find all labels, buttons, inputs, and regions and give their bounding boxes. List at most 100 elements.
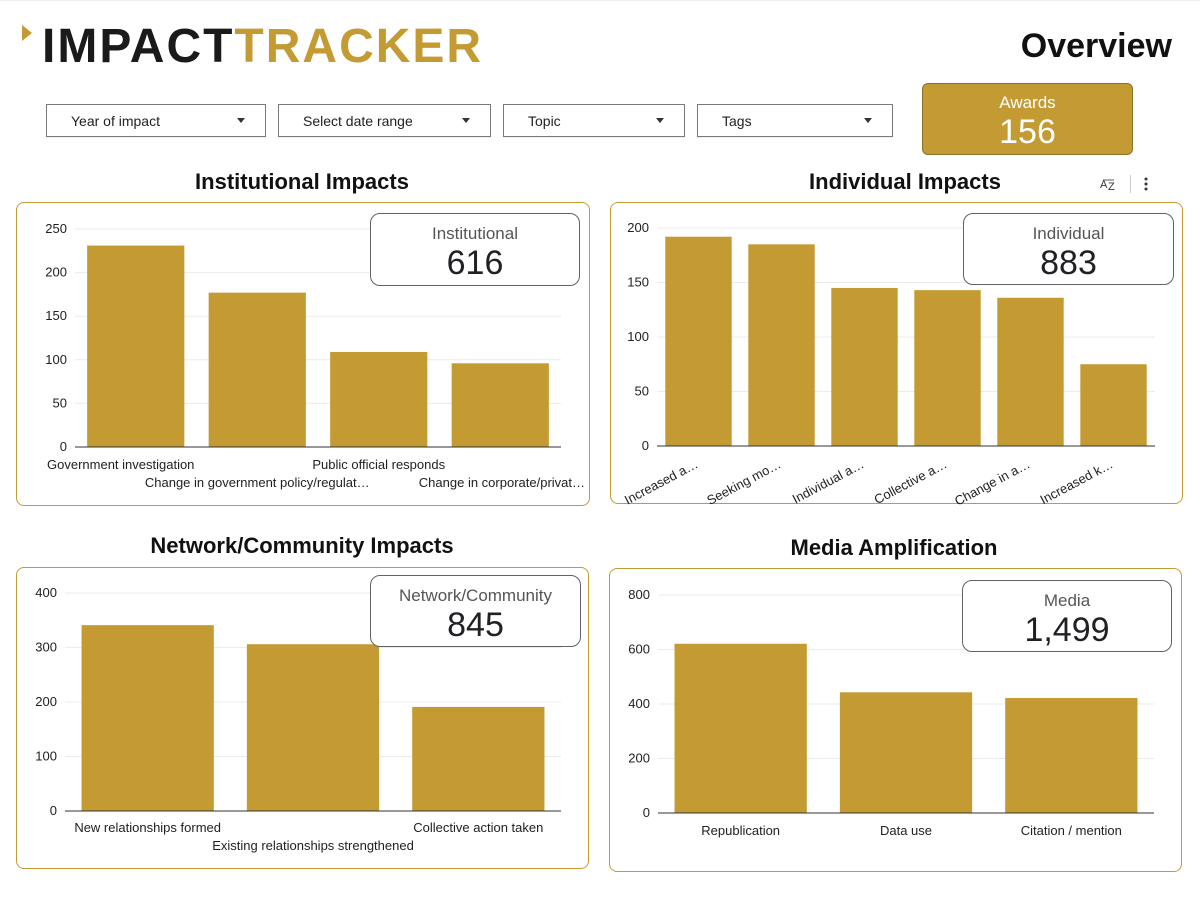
- bar-institutional-2[interactable]: [330, 351, 428, 447]
- kpi-value: 1,499: [1024, 611, 1110, 649]
- filter-label: Topic: [528, 112, 561, 129]
- y-tick-label: 0: [643, 805, 650, 820]
- media-bar-chart: 0 200 400 600 800 Republication Data use Citati…: [628, 587, 1154, 838]
- y-tick-label: 400: [35, 585, 57, 600]
- x-category-label: Public official responds: [312, 457, 445, 472]
- y-tick-label: 300: [35, 640, 57, 655]
- y-tick-label: 100: [627, 329, 649, 344]
- dropdown-caret-icon: [864, 118, 872, 123]
- page-title: Overview: [1020, 27, 1172, 65]
- filter-year-of-impact[interactable]: Year of impact: [46, 104, 266, 137]
- individual-chart-panel: 0 50 100 150 200 Increased a… Seeking mo… Indiv…: [610, 202, 1183, 505]
- media-title: Media Amplification: [790, 535, 998, 560]
- y-tick-label: 200: [45, 265, 67, 280]
- individual-scorecard: Individual 883: [963, 213, 1174, 285]
- bar-media-2[interactable]: [1005, 698, 1138, 813]
- network-title: Network/Community Impacts: [150, 533, 454, 558]
- kpi-value: 845: [447, 606, 504, 644]
- y-tick-label: 50: [635, 384, 649, 399]
- y-tick-label: 400: [628, 696, 650, 711]
- bar-media-0[interactable]: [674, 643, 807, 813]
- logo-part1: IMPACT: [42, 20, 235, 73]
- x-category-label: Increased k…: [1038, 456, 1116, 505]
- x-category-label: Collective a…: [872, 456, 950, 505]
- bar-individual-4[interactable]: [997, 297, 1064, 446]
- logo-part2: TRACKER: [234, 20, 484, 73]
- more-vert-icon[interactable]: [1143, 176, 1149, 192]
- y-tick-label: 200: [35, 694, 57, 709]
- bar-network-0[interactable]: [81, 625, 214, 811]
- svg-text:A: A: [1100, 179, 1108, 191]
- institutional-chart-panel: 0 50 100 150 200 250 Government investigation C…: [16, 202, 590, 506]
- filter-label: Tags: [722, 112, 752, 129]
- bar-institutional-1[interactable]: [208, 292, 306, 447]
- x-category-label: New relationships formed: [74, 820, 221, 835]
- filter-topic[interactable]: Topic: [503, 104, 685, 137]
- network-chart-panel: 0 100 200 300 400 New relationships formed Exi…: [16, 567, 589, 869]
- bar-institutional-0[interactable]: [87, 245, 185, 447]
- bar-individual-1[interactable]: [748, 244, 815, 446]
- y-tick-label: 600: [628, 642, 650, 657]
- individual-title: Individual Impacts: [809, 169, 1001, 194]
- x-category-label: Seeking mo…: [704, 456, 783, 505]
- network-scorecard: Network/Community 845: [370, 575, 581, 647]
- filter-label: Year of impact: [71, 112, 160, 129]
- x-category-label: Republication: [701, 823, 780, 838]
- y-tick-label: 150: [45, 308, 67, 323]
- bar-individual-0[interactable]: [665, 236, 732, 446]
- y-tick-label: 50: [53, 395, 67, 410]
- dropdown-caret-icon: [462, 118, 470, 123]
- awards-scorecard: Awards 156: [922, 83, 1133, 155]
- x-category-label: Change in government policy/regulat…: [145, 475, 370, 490]
- kpi-label: Institutional: [432, 224, 518, 243]
- sort-az-icon[interactable]: A Z: [1100, 176, 1118, 192]
- awards-value: 156: [999, 113, 1056, 151]
- y-tick-label: 0: [60, 439, 67, 454]
- y-tick-label: 200: [627, 220, 649, 235]
- x-category-label: Change in corporate/privat…: [419, 475, 585, 490]
- kpi-value: 616: [446, 244, 504, 282]
- y-tick-label: 150: [627, 275, 649, 290]
- x-category-label: Government investigation: [47, 457, 194, 472]
- bar-media-1[interactable]: [839, 692, 973, 813]
- y-tick-label: 800: [628, 587, 650, 602]
- x-category-label: Change in a…: [952, 456, 1032, 505]
- dropdown-caret-icon: [656, 118, 664, 123]
- bar-individual-2[interactable]: [831, 287, 898, 446]
- awards-label: Awards: [999, 93, 1056, 112]
- kpi-label: Individual: [1032, 224, 1105, 243]
- toolbar-divider: [1130, 175, 1131, 193]
- svg-text:Z: Z: [1108, 181, 1115, 192]
- y-tick-label: 250: [45, 221, 67, 236]
- filter-date-range[interactable]: Select date range: [278, 104, 491, 137]
- y-tick-label: 0: [50, 803, 57, 818]
- kpi-label: Network/Community: [398, 586, 553, 605]
- x-category-label: Collective action taken: [413, 820, 543, 835]
- filter-label: Select date range: [303, 112, 413, 129]
- x-category-label: Citation / mention: [1021, 823, 1122, 838]
- institutional-title: Institutional Impacts: [195, 169, 409, 194]
- bar-network-2[interactable]: [412, 706, 545, 811]
- media-chart-panel: 0 200 400 600 800 Republication Data use Citati…: [609, 568, 1182, 872]
- institutional-scorecard: Institutional 616: [370, 213, 580, 286]
- institutional-bar-chart: 0 50 100 150 200 250 Government investigation C…: [45, 221, 585, 490]
- kpi-value: 883: [1040, 244, 1097, 282]
- bar-individual-3[interactable]: [914, 290, 981, 446]
- dropdown-caret-icon: [237, 118, 245, 123]
- bar-institutional-3[interactable]: [451, 363, 549, 447]
- x-category-label: Increased a…: [622, 456, 701, 505]
- kpi-label: Media: [1043, 591, 1091, 610]
- y-tick-label: 100: [35, 749, 57, 764]
- bar-network-1[interactable]: [246, 644, 380, 811]
- filter-tags[interactable]: Tags: [697, 104, 893, 137]
- media-scorecard: Media 1,499: [962, 580, 1172, 652]
- x-category-label: Data use: [880, 823, 932, 838]
- x-category-label: Individual a…: [790, 456, 867, 505]
- logo-arrow-icon: [22, 25, 32, 41]
- chart-toolbar: A Z: [1100, 175, 1149, 193]
- bar-individual-5[interactable]: [1080, 364, 1147, 446]
- network-bar-chart: 0 100 200 300 400 New relationships formed Exi…: [35, 585, 561, 853]
- x-category-label: Existing relationships strengthened: [212, 838, 414, 853]
